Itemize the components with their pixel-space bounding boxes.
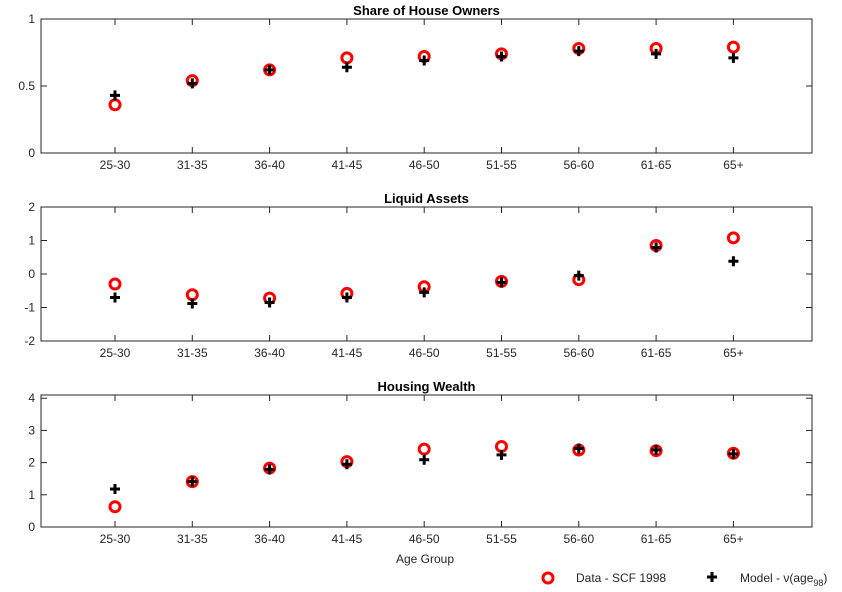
y-tick-label: 1: [28, 12, 35, 26]
x-tick-label: 56-60: [563, 158, 594, 172]
legend-label-model: Model - ν(age98): [740, 571, 827, 588]
model-point-plus: [187, 476, 198, 487]
x-tick-label: 36-40: [254, 346, 285, 360]
x-tick-label: 56-60: [563, 346, 594, 360]
model-point-plus: [419, 287, 430, 298]
x-tick-label: 31-35: [177, 346, 208, 360]
panel-2: Liquid Assets -2 -1 0 1 2 25-30 31-35 36-40 41-45…: [24, 191, 813, 360]
y-tick-label: -1: [24, 301, 35, 315]
x-tick-label: 51-55: [486, 158, 517, 172]
y-tick-label: 0: [28, 267, 35, 281]
model-point-plus: [728, 448, 739, 459]
y-tick-label: 2: [28, 200, 35, 214]
model-point-plus: [419, 55, 430, 66]
x-tick-label: 61-65: [641, 346, 672, 360]
y-tick-label: -2: [24, 334, 35, 348]
x-tick-label: 46-50: [409, 346, 440, 360]
x-tick-label: 31-35: [177, 158, 208, 172]
data-point-circle: [108, 277, 122, 291]
model-point-plus: [573, 46, 584, 57]
y-tick-label: 3: [28, 423, 35, 437]
model-point-plus: [573, 443, 584, 454]
plot-area: [40, 206, 813, 342]
model-point-plus: [573, 270, 584, 281]
x-axis-label: Age Group: [396, 552, 454, 566]
panels: Share of House Owners 0 0.5 1 25-30 31-35 36-4…: [18, 3, 813, 546]
model-point-plus: [110, 90, 120, 101]
legend-label-data: Data - SCF 1998: [576, 571, 666, 585]
model-point-plus: [419, 454, 430, 465]
x-tick-label: 65+: [723, 346, 743, 360]
model-point-plus: [264, 297, 275, 308]
legend-marker-model: [707, 572, 717, 582]
x-tick-label: 25-30: [100, 346, 131, 360]
data-point-circle: [417, 442, 431, 456]
x-tick-label: 25-30: [100, 532, 131, 546]
model-point-plus: [728, 256, 739, 267]
model-point-plus: [264, 464, 275, 475]
model-point-plus: [496, 277, 507, 288]
model-point-plus: [341, 459, 352, 470]
x-tick-label: 41-45: [332, 158, 363, 172]
model-point-plus: [496, 449, 507, 460]
x-tick-label: 46-50: [409, 158, 440, 172]
model-point-plus: [187, 298, 198, 309]
legend-label-model-sub: 98: [813, 578, 823, 588]
x-tick-label: 46-50: [409, 532, 440, 546]
model-point-plus: [341, 62, 352, 73]
legend-label-model-end: ): [823, 571, 827, 585]
y-tick-label: 0: [28, 146, 35, 160]
data-point-circle: [108, 500, 122, 514]
x-tick-label: 51-55: [486, 532, 517, 546]
x-tick-label: 65+: [723, 532, 743, 546]
model-point-plus: [341, 292, 352, 303]
panel-title: Housing Wealth: [378, 379, 476, 394]
x-tick-label: 51-55: [486, 346, 517, 360]
x-tick-label: 31-35: [177, 532, 208, 546]
plot-area: [40, 18, 813, 154]
x-tick-label: 36-40: [254, 158, 285, 172]
x-tick-label: 61-65: [641, 532, 672, 546]
y-tick-label: 4: [28, 391, 35, 405]
data-point-circle: [726, 40, 740, 54]
model-point-plus: [264, 64, 275, 75]
x-tick-label: 25-30: [100, 158, 131, 172]
panel-title: Liquid Assets: [384, 191, 469, 206]
panel-title: Share of House Owners: [353, 3, 500, 18]
y-tick-label: 1: [28, 234, 35, 248]
y-tick-label: 0.5: [18, 79, 35, 93]
legend: Data - SCF 1998 Model - ν(age98): [541, 571, 827, 588]
y-tick-label: 0: [28, 520, 35, 534]
model-point-plus: [496, 51, 507, 62]
x-tick-label: 56-60: [563, 532, 594, 546]
model-point-plus: [187, 78, 198, 89]
model-point-plus: [651, 48, 662, 59]
model-point-plus: [651, 242, 662, 253]
model-point-plus: [651, 445, 662, 456]
legend-label-model-main: Model - ν(age: [740, 571, 814, 585]
x-tick-label: 41-45: [332, 532, 363, 546]
y-tick-label: 1: [28, 488, 35, 502]
data-point-circle: [726, 231, 740, 245]
model-point-plus: [110, 292, 120, 303]
x-tick-label: 41-45: [332, 346, 363, 360]
x-tick-label: 61-65: [641, 158, 672, 172]
panel-3: Housing Wealth 0 1 2 3 4 25-30 31-35 36-40 41-45 4…: [28, 379, 813, 546]
model-point-plus: [110, 484, 120, 495]
legend-marker-data: [541, 571, 555, 585]
x-tick-label: 36-40: [254, 532, 285, 546]
y-tick-label: 2: [28, 456, 35, 470]
model-point-plus: [728, 52, 739, 63]
panel-1: Share of House Owners 0 0.5 1 25-30 31-35 36-4…: [18, 3, 813, 172]
x-tick-label: 65+: [723, 158, 743, 172]
